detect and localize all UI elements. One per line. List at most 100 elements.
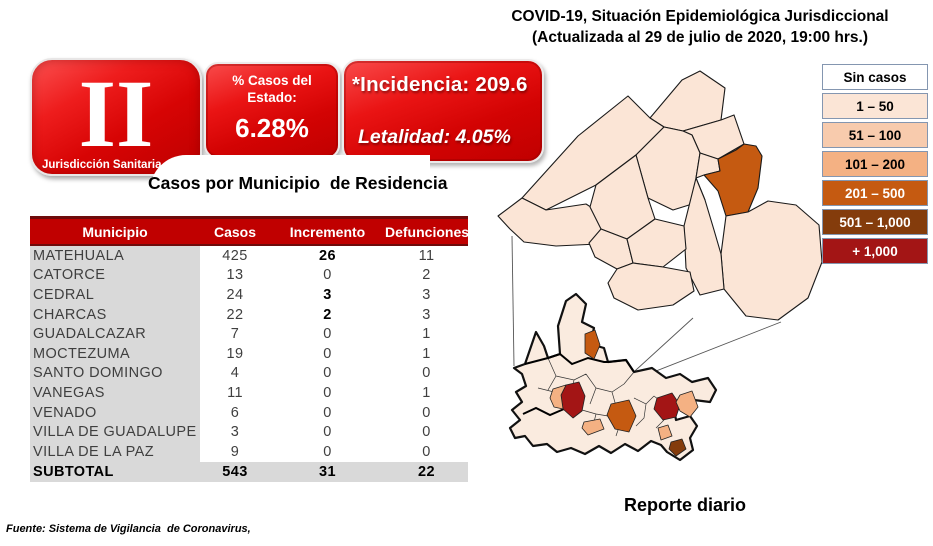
- municipality-shape: [607, 262, 695, 311]
- cases-value: 11: [227, 384, 243, 401]
- section-heading: Casos por Municipio de Residencia: [148, 173, 448, 193]
- cases-value: 4: [230, 365, 240, 382]
- deaths-value: 11: [418, 247, 435, 264]
- title-line-2: (Actualizada al 29 de julio de 2020, 19:…: [532, 29, 868, 46]
- deaths-value: 1: [422, 384, 431, 401]
- jurisdiction-label: Jurisdicción Sanitaria: [42, 159, 162, 171]
- deaths-value: 3: [422, 306, 431, 323]
- subtotal-deaths: 22: [418, 463, 435, 480]
- cases-value: 13: [226, 267, 244, 284]
- state-municipality-501-1000: [668, 438, 687, 457]
- municipality-name: GUADALCAZAR: [30, 324, 200, 344]
- cases-value: 3: [230, 424, 240, 441]
- cases-value: 22: [226, 306, 244, 323]
- subtotal-cases: 543: [222, 463, 248, 480]
- legend-item-201-500: 201 – 500: [822, 180, 928, 206]
- state-municipality-101-200: [657, 424, 673, 441]
- incidence-value: *Incidencia: 209.6: [352, 73, 528, 96]
- legend-item-sin-casos: Sin casos: [822, 64, 928, 90]
- state-overview-map: [508, 292, 718, 462]
- increment-value: 2: [323, 306, 332, 323]
- legend-item-plus-1000: + 1,000: [822, 238, 928, 264]
- deaths-value: 3: [422, 286, 431, 303]
- municipality-name: SANTO DOMINGO: [30, 363, 200, 384]
- table-row: GUADALCAZAR 7 0 1: [30, 324, 468, 344]
- table-row: CATORCE 13 0 2: [30, 265, 468, 286]
- increment-value: 0: [323, 345, 332, 362]
- subtotal-increment: 31: [319, 463, 336, 480]
- municipality-matehuala-shape: [703, 143, 763, 217]
- cases-value: 19: [226, 345, 244, 362]
- state-municipality-101-200: [581, 418, 605, 436]
- table-row: MOCTEZUMA 19 0 1: [30, 343, 468, 364]
- increment-value: 0: [323, 326, 332, 343]
- subtotal-label: SUBTOTAL: [33, 463, 114, 480]
- map-legend: Sin casos 1 – 50 51 – 100 101 – 200 201 …: [822, 64, 928, 267]
- jurisdiction-badge: II Jurisdicción Sanitaria: [30, 58, 202, 176]
- page-title: COVID-19, Situación Epidemiológica Juris…: [470, 6, 930, 48]
- table-row: CHARCAS 22 2 3: [30, 304, 468, 325]
- jurisdiction-boundary: [524, 352, 635, 373]
- legend-item-101-200: 101 – 200: [822, 151, 928, 177]
- state-municipality-101-200: [549, 384, 567, 410]
- municipality-name: VANEGAS: [30, 383, 200, 403]
- column-header-defunciones: Defunciones: [385, 223, 470, 240]
- increment-value: 3: [323, 286, 332, 303]
- municipality-name: VENADO: [30, 402, 200, 423]
- increment-value: 0: [323, 404, 332, 421]
- jurisdiction-region-map: [497, 70, 823, 321]
- table-row: SANTO DOMINGO 4 0 0: [30, 363, 468, 384]
- cases-value: 9: [230, 443, 240, 460]
- district-boundary: [522, 406, 565, 417]
- cases-value: 24: [226, 286, 244, 303]
- column-header-municipio: Municipio: [82, 223, 148, 240]
- cases-value: 425: [222, 247, 248, 264]
- deaths-value: 1: [422, 326, 431, 343]
- callout-line: [624, 317, 694, 381]
- jurisdiction-numeral: II: [78, 60, 154, 167]
- table-row: VILLA DE LA PAZ 9 0 0: [30, 441, 468, 462]
- deaths-value: 1: [422, 345, 431, 362]
- state-municipality-201-500: [584, 329, 601, 360]
- source-line-1: Fuente: Sistema de Vigilancia de Coronav…: [6, 523, 251, 535]
- deaths-value: 0: [422, 365, 431, 382]
- table-row: VILLA DE GUADALUPE 3 0 0: [30, 422, 468, 442]
- badge-corner-notch: [150, 155, 430, 203]
- deaths-value: 2: [422, 267, 431, 284]
- lethality-value: Letalidad: 4.05%: [358, 126, 511, 148]
- state-outline: [508, 292, 718, 462]
- state-municipality-201-500: [606, 399, 637, 433]
- municipality-name: MOCTEZUMA: [30, 343, 200, 364]
- title-line-1: COVID-19, Situación Epidemiológica Juris…: [511, 8, 889, 25]
- deaths-value: 0: [422, 443, 431, 460]
- state-percentage-label: % Casos del Estado:: [232, 73, 312, 105]
- map-caption: Reporte diario: [623, 495, 747, 515]
- legend-item-51-100: 51 – 100: [822, 122, 928, 148]
- state-percentage-value: 6.28%: [235, 113, 309, 143]
- increment-value: 0: [323, 384, 332, 401]
- increment-value: 0: [323, 267, 332, 284]
- column-header-casos: Casos: [213, 223, 257, 240]
- state-percentage-card: % Casos del Estado: 6.28%: [204, 62, 340, 159]
- state-municipality-1000plus: [653, 392, 681, 421]
- municipality-name: VILLA DE GUADALUPE: [30, 422, 200, 442]
- municipality-name: CEDRAL: [30, 285, 200, 305]
- cases-value: 6: [230, 404, 240, 421]
- legend-item-1-50: 1 – 50: [822, 93, 928, 119]
- column-header-incremento: Incremento: [289, 223, 366, 240]
- choropleth-map: [497, 70, 823, 462]
- deaths-value: 0: [422, 424, 431, 441]
- increment-value: 0: [323, 424, 332, 441]
- table-header-row: Municipio Casos Incremento Defunciones: [30, 216, 470, 246]
- table-row: CEDRAL 24 3 3: [30, 285, 468, 305]
- state-municipality-101-200: [675, 390, 699, 418]
- table-row: VENADO 6 0 0: [30, 402, 468, 423]
- cases-value: 7: [230, 326, 240, 343]
- deaths-value: 0: [422, 404, 431, 421]
- callout-line: [511, 235, 515, 367]
- municipality-name: CHARCAS: [30, 304, 200, 325]
- cases-table: Municipio Casos Incremento Defunciones M…: [30, 216, 470, 482]
- municipality-shape: [683, 177, 725, 296]
- increment-value: 0: [323, 443, 332, 460]
- incidence-card: *Incidencia: 209.6 Letalidad: 4.05%: [342, 59, 544, 163]
